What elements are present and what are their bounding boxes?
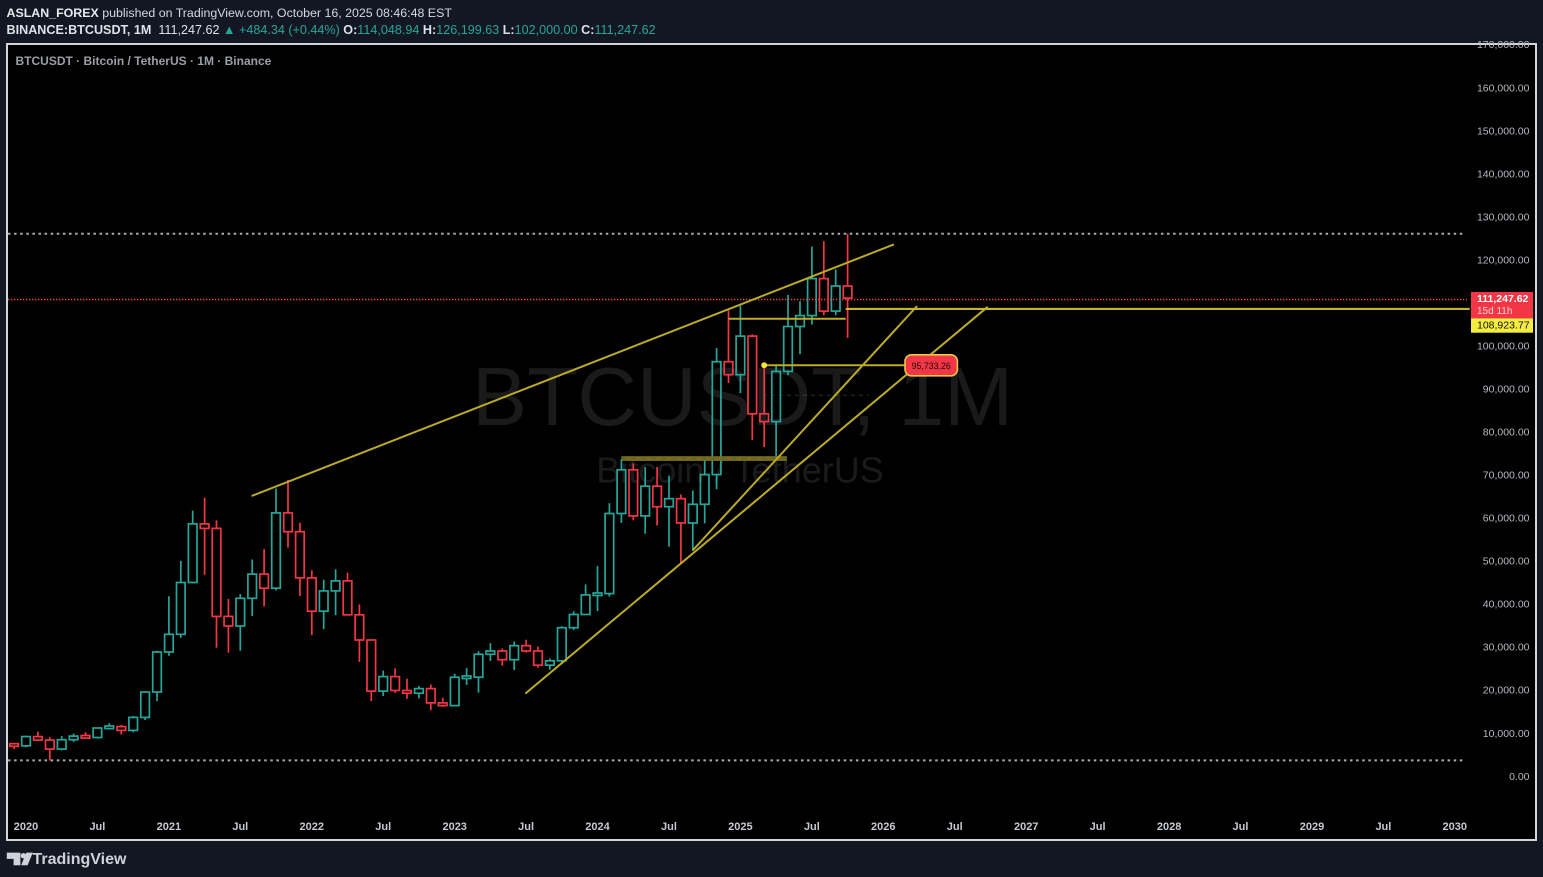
svg-text:70,000.00: 70,000.00	[1483, 470, 1530, 482]
svg-text:10,000.00: 10,000.00	[1483, 728, 1530, 740]
svg-text:130,000.00: 130,000.00	[1477, 211, 1530, 223]
svg-text:Jul: Jul	[1375, 821, 1391, 833]
svg-text:20,000.00: 20,000.00	[1483, 685, 1530, 697]
svg-text:2024: 2024	[585, 821, 610, 833]
svg-text:Jul: Jul	[947, 821, 963, 833]
svg-text:Jul: Jul	[518, 821, 534, 833]
svg-text:Jul: Jul	[661, 821, 677, 833]
svg-text:111,247.62: 111,247.62	[1477, 293, 1529, 305]
svg-text:2027: 2027	[1014, 821, 1038, 833]
svg-text:Jul: Jul	[1233, 821, 1249, 833]
svg-text:2029: 2029	[1300, 821, 1324, 833]
svg-text:Jul: Jul	[89, 821, 105, 833]
svg-text:ASLAN_FOREX published on Tradi: ASLAN_FOREX published on TradingView.com…	[7, 6, 453, 20]
svg-text:2023: 2023	[442, 821, 466, 833]
svg-text:2026: 2026	[871, 821, 895, 833]
svg-text:0.00: 0.00	[1509, 771, 1530, 783]
svg-text:2020: 2020	[14, 821, 38, 833]
svg-text:95,733.26: 95,733.26	[912, 361, 951, 371]
svg-text:80,000.00: 80,000.00	[1483, 427, 1530, 439]
svg-text:Jul: Jul	[804, 821, 820, 833]
svg-text:140,000.00: 140,000.00	[1477, 168, 1530, 180]
svg-text:150,000.00: 150,000.00	[1477, 125, 1530, 137]
svg-text:2030: 2030	[1443, 821, 1467, 833]
svg-text:30,000.00: 30,000.00	[1483, 642, 1530, 654]
svg-text:BTCUSDT · Bitcoin / TetherUS ·: BTCUSDT · Bitcoin / TetherUS · 1M · Bina…	[16, 54, 272, 68]
svg-text:2028: 2028	[1157, 821, 1181, 833]
svg-text:2021: 2021	[157, 821, 181, 833]
svg-text:50,000.00: 50,000.00	[1483, 556, 1530, 568]
svg-text:Bitcoin / TetherUS: Bitcoin / TetherUS	[596, 450, 883, 491]
svg-text:108,923.77: 108,923.77	[1477, 320, 1530, 332]
svg-text:2025: 2025	[728, 821, 752, 833]
svg-text:40,000.00: 40,000.00	[1483, 599, 1530, 611]
svg-text:160,000.00: 160,000.00	[1477, 82, 1530, 94]
svg-text:170,000.00: 170,000.00	[1477, 39, 1530, 51]
svg-text:2022: 2022	[300, 821, 324, 833]
svg-text:Jul: Jul	[1090, 821, 1106, 833]
svg-text:Jul: Jul	[232, 821, 248, 833]
svg-text:TradingView: TradingView	[33, 851, 128, 868]
svg-text:15d 11h: 15d 11h	[1477, 306, 1512, 317]
svg-text:120,000.00: 120,000.00	[1477, 254, 1530, 266]
svg-text:60,000.00: 60,000.00	[1483, 513, 1530, 525]
svg-text:90,000.00: 90,000.00	[1483, 384, 1530, 396]
svg-text:BINANCE:BTCUSDT, 1M 111,247.6: BINANCE:BTCUSDT, 1M 111,247.62 ▲ +484.34…	[7, 23, 656, 37]
svg-text:100,000.00: 100,000.00	[1477, 341, 1530, 353]
svg-text:Jul: Jul	[375, 821, 391, 833]
